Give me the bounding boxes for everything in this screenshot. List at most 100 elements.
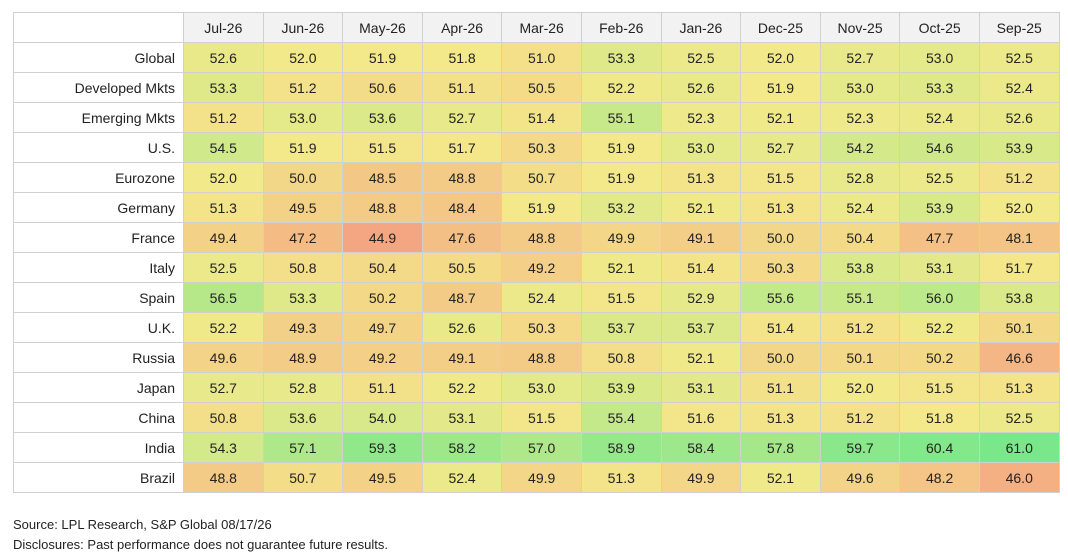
- heatmap-cell: 47.7: [899, 222, 980, 253]
- heatmap-cell: 52.0: [183, 162, 264, 193]
- heatmap-cell: 49.1: [421, 342, 503, 373]
- row-label: Japan: [13, 372, 184, 403]
- heatmap-cell: 53.0: [819, 72, 901, 103]
- heatmap-cell: 48.8: [183, 462, 264, 493]
- column-header: Mar-26: [501, 12, 582, 43]
- heatmap-cell: 59.7: [819, 432, 901, 463]
- row-label: U.K.: [13, 312, 184, 343]
- heatmap-cell: 56.5: [183, 282, 264, 313]
- heatmap-cell: 51.5: [342, 132, 423, 163]
- heatmap-cell: 51.5: [899, 372, 980, 403]
- heatmap-cell: 52.7: [740, 132, 821, 163]
- heatmap-cell: 52.0: [978, 192, 1060, 223]
- heatmap-cell: 59.3: [342, 432, 423, 463]
- heatmap-cell: 52.4: [501, 282, 582, 313]
- heatmap-cell: 54.5: [183, 132, 264, 163]
- heatmap-cell: 53.3: [183, 72, 264, 103]
- row-label: China: [13, 402, 184, 433]
- heatmap-cell: 52.5: [978, 42, 1060, 73]
- heatmap-cell: 51.6: [660, 402, 742, 433]
- heatmap-cell: 48.8: [501, 342, 582, 373]
- heatmap-cell: 52.6: [183, 42, 264, 73]
- heatmap-cell: 51.3: [740, 402, 821, 433]
- heatmap-cell: 51.1: [740, 372, 821, 403]
- heatmap-cell: 53.7: [660, 312, 742, 343]
- heatmap-cell: 53.6: [262, 402, 344, 433]
- table-row: Eurozone 52.0 50.0 48.5 48.8 50.7 51.9 51.3 51.5…: [13, 162, 1060, 193]
- heatmap-cell: 50.0: [262, 162, 344, 193]
- heatmap-cell: 52.1: [660, 192, 742, 223]
- heatmap-cell: 53.0: [501, 372, 582, 403]
- row-label: Italy: [13, 252, 184, 283]
- heatmap-cell: 53.9: [899, 192, 980, 223]
- heatmap-cell: 48.9: [262, 342, 344, 373]
- heatmap-cell: 51.3: [660, 162, 742, 193]
- heatmap-cell: 52.1: [580, 252, 662, 283]
- heatmap-cell: 51.9: [580, 162, 662, 193]
- heatmap-cell: 52.1: [740, 462, 821, 493]
- row-label: Spain: [13, 282, 184, 313]
- row-label: Eurozone: [13, 162, 184, 193]
- heatmap-cell: 52.3: [819, 102, 901, 133]
- heatmap-cell: 52.7: [819, 42, 901, 73]
- heatmap-cell: 52.1: [660, 342, 742, 373]
- heatmap-cell: 52.8: [819, 162, 901, 193]
- heatmap-cell: 52.3: [660, 102, 742, 133]
- heatmap-cell: 53.2: [580, 192, 662, 223]
- heatmap-cell: 51.4: [501, 102, 582, 133]
- heatmap-cell: 53.7: [580, 312, 662, 343]
- heatmap-cell: 51.2: [819, 312, 901, 343]
- heatmap-cell: 51.9: [501, 192, 582, 223]
- heatmap-cell: 51.9: [342, 42, 423, 73]
- heatmap-cell: 50.3: [740, 252, 821, 283]
- table-row: Japan 52.7 52.8 51.1 52.2 53.0 53.9 53.1 51.1 52.…: [13, 372, 1060, 403]
- heatmap-cell: 50.2: [899, 342, 980, 373]
- heatmap-cell: 46.6: [978, 342, 1060, 373]
- heatmap-cell: 50.3: [501, 312, 582, 343]
- heatmap-cell: 48.4: [421, 192, 503, 223]
- heatmap-cell: 50.4: [342, 252, 423, 283]
- heatmap-cell: 50.3: [501, 132, 582, 163]
- heatmap-cell: 52.4: [899, 102, 980, 133]
- heatmap-cell: 53.3: [262, 282, 344, 313]
- source-note: Source: LPL Research, S&P Global 08/17/2…: [13, 517, 272, 532]
- row-label: India: [13, 432, 184, 463]
- column-header: Jan-26: [660, 12, 742, 43]
- table-row: India 54.3 57.1 59.3 58.2 57.0 58.9 58.4 57.8 59.…: [13, 432, 1060, 463]
- row-label: France: [13, 222, 184, 253]
- heatmap-cell: 50.4: [819, 222, 901, 253]
- heatmap-cell: 44.9: [342, 222, 423, 253]
- heatmap-cell: 50.5: [421, 252, 503, 283]
- heatmap-cell: 51.8: [421, 42, 503, 73]
- heatmap-cell: 51.2: [819, 402, 901, 433]
- heatmap-cell: 51.4: [660, 252, 742, 283]
- heatmap-cell: 50.0: [740, 342, 821, 373]
- corner-cell: [13, 12, 184, 43]
- heatmap-cell: 47.2: [262, 222, 344, 253]
- heatmap-cell: 51.3: [978, 372, 1060, 403]
- heatmap-cell: 51.3: [580, 462, 662, 493]
- heatmap-cell: 52.4: [819, 192, 901, 223]
- heatmap-cell: 49.9: [501, 462, 582, 493]
- heatmap-cell: 53.0: [262, 102, 344, 133]
- heatmap-cell: 51.5: [740, 162, 821, 193]
- heatmap-cell: 52.9: [660, 282, 742, 313]
- row-label: Russia: [13, 342, 184, 373]
- heatmap-cell: 58.2: [421, 432, 503, 463]
- column-header: Apr-26: [421, 12, 503, 43]
- heatmap-cell: 55.4: [580, 402, 662, 433]
- heatmap-cell: 53.9: [580, 372, 662, 403]
- heatmap-cell: 48.8: [342, 192, 423, 223]
- heatmap-cell: 52.2: [580, 72, 662, 103]
- heatmap-cell: 51.9: [740, 72, 821, 103]
- heatmap-cell: 48.5: [342, 162, 423, 193]
- heatmap-cell: 52.7: [421, 102, 503, 133]
- heatmap-cell: 51.0: [501, 42, 582, 73]
- heatmap-cell: 52.7: [183, 372, 264, 403]
- heatmap-cell: 53.1: [421, 402, 503, 433]
- heatmap-cell: 49.4: [183, 222, 264, 253]
- heatmap-cell: 51.2: [183, 102, 264, 133]
- column-header: Dec-25: [740, 12, 821, 43]
- column-header: Oct-25: [899, 12, 980, 43]
- table-row: Germany 51.3 49.5 48.8 48.4 51.9 53.2 52.1 51.3 5…: [13, 192, 1060, 223]
